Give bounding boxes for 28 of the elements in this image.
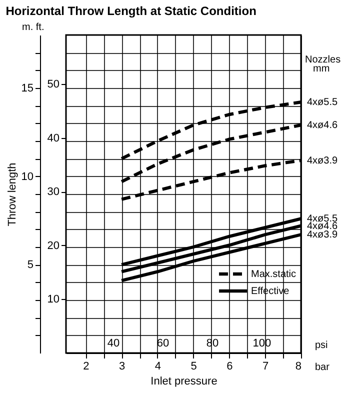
chart-title: Horizontal Throw Length at Static Condition <box>6 4 256 18</box>
text: psi <box>315 340 328 351</box>
y2-tick-label: 20 <box>47 240 60 252</box>
x2-tick-label: 40 <box>107 338 120 350</box>
x-axis-title: Inlet pressure <box>150 376 218 388</box>
text: Nozzles <box>305 54 341 66</box>
x-tick-label: 8 <box>295 360 302 372</box>
x-tick-label: 2 <box>83 360 90 372</box>
y-tick-label: 5 <box>27 259 34 272</box>
y2-tick-label: 50 <box>47 78 60 90</box>
series-label: 4xø3.9 <box>307 155 338 166</box>
y2-tick-label: 10 <box>47 294 60 306</box>
x-tick-label: 7 <box>262 360 269 372</box>
y2-tick-label: 40 <box>47 132 60 144</box>
y-tick-label: 15 <box>21 82 34 94</box>
series-label: 4xø3.9 <box>307 230 338 241</box>
y-axis-title: Throw length <box>6 162 18 226</box>
x-tick-label: 3 <box>119 360 126 372</box>
text: m. ft. <box>22 22 44 33</box>
series-label: 4xø5.5 <box>307 97 338 108</box>
text: bar <box>315 362 330 373</box>
x-tick-label: 6 <box>226 360 233 372</box>
x-tick-label: 5 <box>190 360 197 372</box>
text: mm <box>313 64 330 75</box>
y2-tick-label: 30 <box>47 186 60 198</box>
y-tick-label: 10 <box>21 170 34 183</box>
x-tick-label: 4 <box>154 360 162 372</box>
series-label: 4xø4.6 <box>307 120 338 132</box>
